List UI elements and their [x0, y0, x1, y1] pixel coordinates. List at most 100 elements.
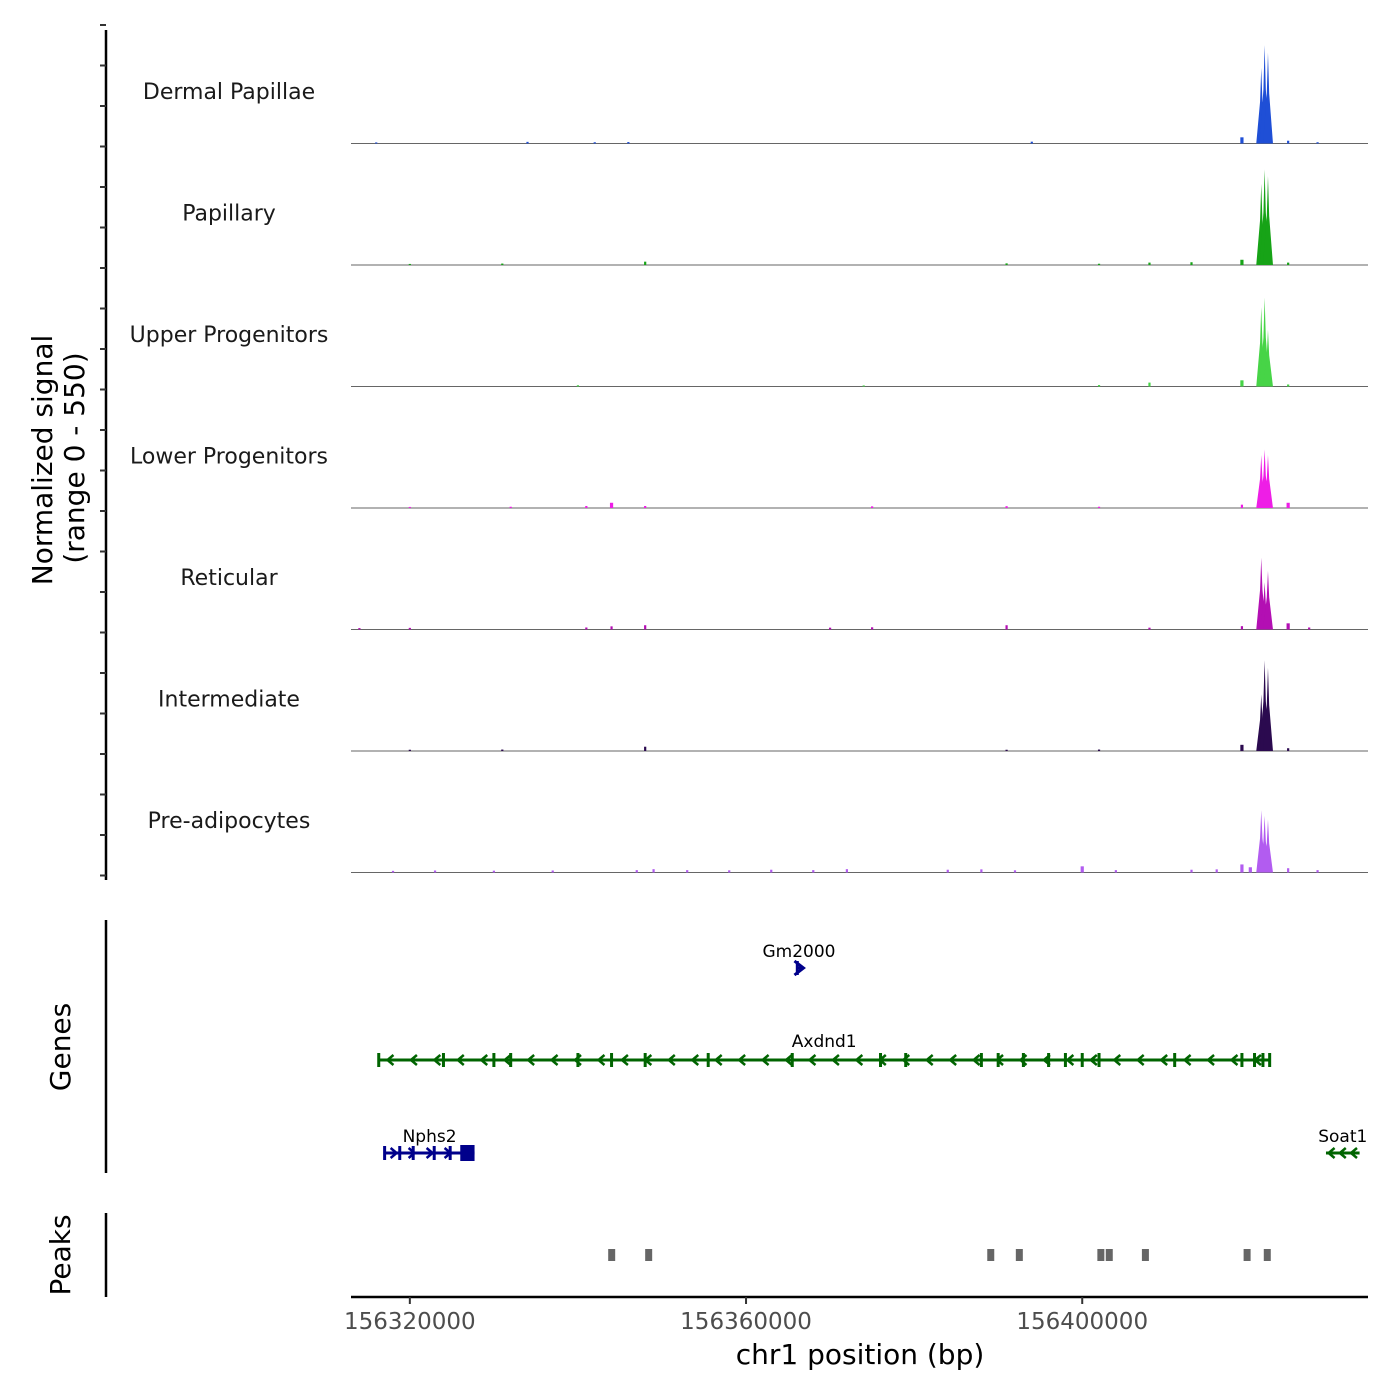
gene-exon	[1080, 1053, 1084, 1067]
signal-peak	[1262, 52, 1273, 144]
signal-bar	[845, 869, 848, 873]
strand-arrow	[971, 1054, 981, 1066]
genes-track-title: Genes	[44, 1003, 77, 1091]
signal-bar	[627, 142, 630, 144]
signal-bar	[1097, 749, 1101, 751]
gene-exon	[979, 1053, 983, 1067]
y-axis-title-line2: (range 0 - 550)	[58, 352, 91, 563]
signal-peak	[1262, 455, 1273, 508]
signal-bar	[358, 628, 361, 630]
signal-bar	[871, 627, 874, 630]
signal-bar	[1287, 868, 1290, 873]
gene-exon	[1063, 1053, 1067, 1067]
signal-bar	[509, 506, 512, 508]
signal-bar	[1240, 259, 1244, 265]
signal-bar	[585, 627, 588, 630]
gene-exon	[1021, 1053, 1025, 1067]
gene-exon	[1097, 1053, 1101, 1067]
strand-arrow	[877, 1054, 887, 1066]
signal-bar	[1097, 385, 1101, 387]
strand-arrow	[1135, 1054, 1145, 1066]
signal-bar	[1287, 748, 1290, 751]
signal-bar	[728, 870, 731, 873]
signal-bar	[686, 870, 689, 873]
signal-bar	[433, 870, 437, 873]
gene-label: Soat1	[1318, 1127, 1367, 1147]
signal-bar	[812, 870, 815, 873]
signal-bar	[492, 870, 495, 873]
signal-bar	[1286, 623, 1290, 630]
signal-bar	[1148, 262, 1151, 265]
gene-exon	[377, 1053, 381, 1067]
strand-arrow	[1229, 1054, 1239, 1066]
signal-bar	[635, 870, 638, 873]
strand-arrow	[1112, 1054, 1122, 1066]
signal-bar	[408, 627, 411, 630]
strand-arrow	[854, 1054, 864, 1066]
gene-exon	[1047, 1053, 1051, 1067]
signal-bar	[1240, 380, 1244, 387]
gene-exon	[576, 1053, 580, 1067]
peak-block	[1097, 1249, 1105, 1261]
strand-arrow	[455, 1054, 465, 1066]
signal-bar	[526, 141, 529, 144]
strand-arrow	[407, 1147, 417, 1159]
gene-track: Gm2000 Axdnd1 Nphs2 Soat1	[104, 920, 1367, 1173]
gene-exon	[383, 1146, 387, 1160]
coverage-track: Reticular	[180, 557, 1368, 630]
strand-arrow	[830, 1054, 840, 1066]
coverage-track: Pre-adipocytes	[148, 809, 1368, 873]
signal-bar	[576, 385, 580, 387]
strand-arrow	[432, 1054, 442, 1066]
signal-bar	[408, 506, 411, 508]
gene-exon	[509, 1053, 513, 1067]
strand-arrow	[461, 1147, 471, 1159]
strand-arrow	[389, 1147, 399, 1159]
signal-bar	[644, 505, 647, 508]
track-label: Reticular	[180, 566, 278, 591]
strand-arrow	[643, 1054, 653, 1066]
peak-block	[1243, 1249, 1251, 1261]
signal-bar	[1240, 626, 1244, 630]
strand-arrow	[1041, 1054, 1051, 1066]
strand-arrow	[760, 1054, 770, 1066]
gene-exon	[706, 1053, 710, 1067]
gene-exon	[610, 1053, 614, 1067]
peak-track	[104, 1213, 1271, 1297]
strand-arrow	[1337, 1147, 1347, 1159]
strand-arrow	[793, 959, 806, 977]
signal-peak	[1262, 329, 1273, 387]
strand-arrow	[1088, 1054, 1098, 1066]
strand-arrow	[901, 1054, 911, 1066]
signal-bar	[1190, 869, 1193, 873]
y-axis-title-line1: Normalized signal	[26, 335, 59, 586]
signal-bar	[593, 142, 596, 144]
x-axis-title: chr1 position (bp)	[736, 1338, 985, 1371]
strand-arrow	[690, 1054, 700, 1066]
gene-exon	[904, 1053, 908, 1067]
signal-bar	[1005, 749, 1008, 751]
gene-label: Axdnd1	[792, 1032, 857, 1052]
y-axis-layer	[100, 24, 108, 880]
coverage-track: Dermal Papillae	[143, 45, 1368, 144]
strand-arrow	[666, 1054, 676, 1066]
coverage-tracks: Dermal Papillae Papillary Upper Progenitor…	[130, 45, 1368, 873]
signal-bar	[871, 506, 874, 508]
strand-arrow	[1206, 1054, 1215, 1066]
signal-bar	[862, 385, 865, 387]
strand-arrow	[1018, 1054, 1028, 1066]
strand-arrow	[479, 1054, 489, 1066]
signal-bar	[1287, 140, 1290, 144]
x-axis-layer: 156320000 156360000 156400000	[344, 1295, 1368, 1335]
signal-bar	[1240, 504, 1244, 508]
track-label: Papillary	[182, 202, 276, 227]
track-label: Pre-adipocytes	[148, 809, 311, 834]
signal-bar	[946, 869, 949, 873]
strand-arrow	[526, 1054, 535, 1066]
signal-bar	[1005, 506, 1008, 508]
gene-exon	[1173, 1053, 1177, 1067]
peaks-track-title: Peaks	[44, 1214, 77, 1295]
gene-exon	[795, 961, 799, 975]
strand-arrow	[713, 1054, 723, 1066]
